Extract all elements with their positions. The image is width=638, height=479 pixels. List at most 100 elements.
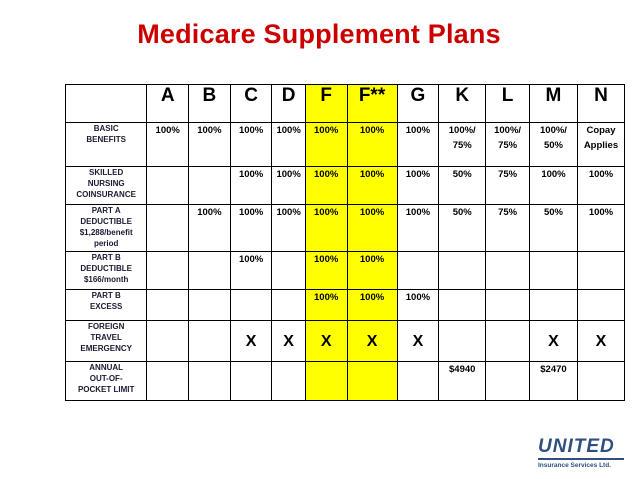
coverage-cell: 100%	[528, 166, 578, 205]
coverage-cell	[146, 361, 190, 401]
benefit-label-line: $166/month	[83, 275, 129, 284]
coverage-cell: 100%	[396, 122, 440, 167]
benefit-row: PART B DEDUCTIBLE $166/month 100% 100% 100%	[64, 251, 626, 290]
coverage-cell	[146, 251, 190, 290]
coverage-cell	[304, 361, 348, 401]
coverage-cell	[146, 289, 190, 321]
coverage-cell: 100%	[396, 289, 440, 321]
coverage-cell	[188, 166, 231, 205]
coverage-cell: 100%	[576, 166, 626, 205]
benefit-label: FOREIGN TRAVEL EMERGENCY	[64, 320, 148, 362]
benefit-label: ANNUAL OUT-OF- POCKET LIMIT	[64, 361, 148, 401]
benefit-label-line: COINSURANCE	[76, 190, 136, 199]
coverage-cell	[229, 361, 273, 401]
benefit-label-line: ANNUAL	[89, 363, 124, 372]
coverage-cell	[271, 289, 306, 321]
coverage-cell	[146, 166, 190, 205]
benefit-label-line: DEDUCTIBLE	[80, 264, 132, 273]
coverage-cell: X	[304, 320, 348, 362]
benefit-label-line: PART A	[91, 206, 121, 215]
coverage-cell	[438, 289, 487, 321]
coverage-cell: 100%	[271, 122, 306, 167]
coverage-cell	[485, 361, 530, 401]
coverage-cell	[146, 320, 190, 362]
benefit-label-line: PART B	[91, 253, 121, 262]
coverage-cell: 100%	[304, 122, 348, 167]
benefit-label-line: period	[93, 239, 119, 248]
coverage-cell	[485, 251, 530, 290]
coverage-cell: 100%	[346, 166, 398, 205]
plan-header-k: K	[438, 84, 487, 123]
coverage-cell: 100%	[346, 204, 398, 252]
coverage-cell	[576, 361, 626, 401]
coverage-cell: 100%	[146, 122, 190, 167]
benefit-label-line: NURSING	[87, 179, 125, 188]
coverage-cell	[438, 251, 487, 290]
plan-header-m: M	[528, 84, 578, 123]
coverage-cell: 75%	[485, 204, 530, 252]
benefit-label-line: SKILLED	[89, 168, 124, 177]
coverage-cell	[576, 251, 626, 290]
coverage-cell	[271, 251, 306, 290]
benefit-label-line: EXCESS	[89, 302, 123, 311]
benefit-label-line: TRAVEL	[90, 333, 122, 342]
coverage-cell: X	[271, 320, 306, 362]
coverage-cell	[271, 361, 306, 401]
coverage-cell: 100%	[304, 289, 348, 321]
coverage-cell: 100%	[346, 289, 398, 321]
coverage-cell	[396, 251, 440, 290]
plan-header-l: L	[485, 84, 530, 123]
benefit-row: PART B EXCESS 100% 100% 100%	[64, 289, 626, 321]
benefit-label-line: BASIC	[93, 124, 119, 133]
benefit-label: SKILLED NURSING COINSURANCE	[64, 166, 148, 205]
plan-header-n: N	[576, 84, 626, 123]
logo-subtitle: Insurance Services Ltd.	[538, 462, 611, 469]
coverage-cell	[528, 251, 578, 290]
coverage-cell	[188, 361, 231, 401]
coverage-cell	[146, 204, 190, 252]
benefit-label-line: PART B	[91, 291, 121, 300]
benefit-label: PART A DEDUCTIBLE $1,288/benefit period	[64, 204, 148, 252]
benefit-label-line: FOREIGN	[87, 322, 125, 331]
plan-header-f-high-deductible: F**	[346, 84, 398, 123]
coverage-cell: 75%	[485, 166, 530, 205]
coverage-cell	[528, 289, 578, 321]
coverage-cell: 100%	[229, 204, 273, 252]
benefit-label: PART B DEDUCTIBLE $166/month	[64, 251, 148, 290]
coverage-cell	[188, 251, 231, 290]
benefit-label: BASIC BENEFITS	[64, 122, 148, 167]
coverage-cell: 100%	[304, 251, 348, 290]
coverage-cell: 100%/ 75%	[438, 122, 487, 167]
coverage-cell: X	[576, 320, 626, 362]
plan-header-c: C	[229, 84, 273, 123]
coverage-cell: 100%/ 50%	[528, 122, 578, 167]
coverage-cell	[485, 320, 530, 362]
plan-header-a: A	[146, 84, 190, 123]
benefit-row: BASIC BENEFITS 100% 100% 100% 100% 100% 100% 100…	[64, 122, 626, 167]
coverage-cell	[188, 320, 231, 362]
benefit-label-line: $1,288/benefit	[79, 228, 133, 237]
plans-table: A B C D F F** G K L M N BASIC BENEFITS 100…	[64, 84, 626, 401]
logo-wordmark: UNITED	[538, 436, 615, 457]
benefit-row: SKILLED NURSING COINSURANCE 100% 100% 100% 100…	[64, 166, 626, 205]
header-corner-cell	[64, 84, 148, 123]
benefit-label-line: EMERGENCY	[80, 344, 132, 353]
coverage-cell	[396, 361, 440, 401]
coverage-cell: $2470	[528, 361, 578, 401]
coverage-cell: X	[229, 320, 273, 362]
benefit-label-line: BENEFITS	[86, 135, 126, 144]
coverage-cell: $4940	[438, 361, 487, 401]
benefit-label-line: POCKET LIMIT	[77, 385, 135, 394]
coverage-cell: 50%	[438, 166, 487, 205]
coverage-cell: 100%	[229, 122, 273, 167]
coverage-cell: 100%	[304, 166, 348, 205]
coverage-cell: 100%/ 75%	[485, 122, 530, 167]
coverage-cell	[346, 361, 398, 401]
coverage-cell	[576, 289, 626, 321]
coverage-cell: 100%	[229, 166, 273, 205]
coverage-cell: 100%	[346, 122, 398, 167]
coverage-cell	[229, 289, 273, 321]
benefit-label: PART B EXCESS	[64, 289, 148, 321]
coverage-cell	[188, 289, 231, 321]
plan-header-g: G	[396, 84, 440, 123]
